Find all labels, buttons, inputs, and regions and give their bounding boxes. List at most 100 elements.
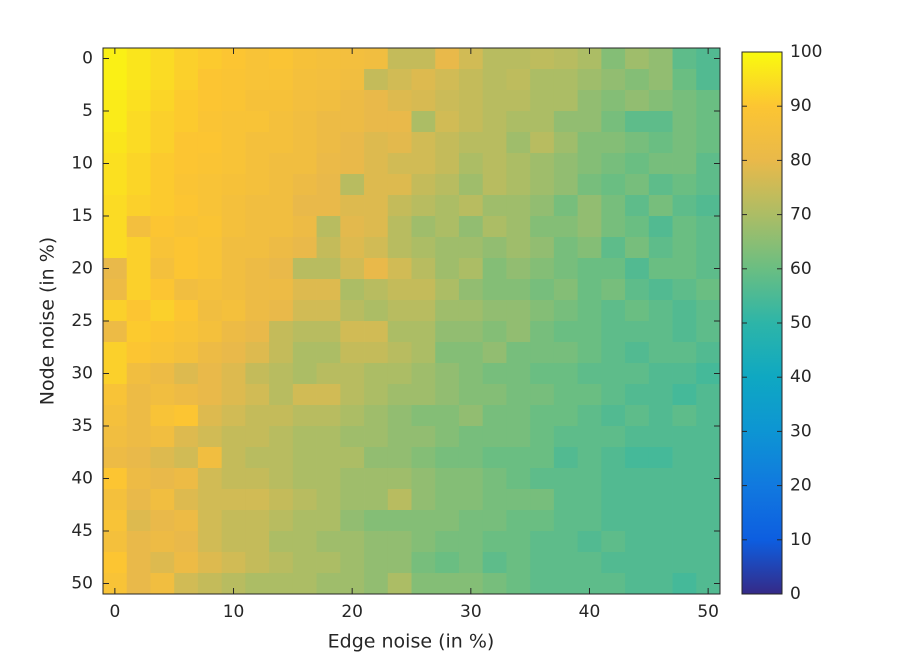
heatmap-cell [150,552,175,574]
heatmap-cell [435,279,460,301]
heatmap-cell [553,447,579,469]
heatmap-cell [316,447,341,469]
heatmap-cell [482,321,507,343]
heatmap-cell [340,468,365,490]
heatmap-cell [553,216,579,238]
heatmap-cell [245,552,270,574]
heatmap-cell [411,69,436,91]
heatmap-cell [221,405,246,427]
heatmap-cell [150,90,175,112]
heatmap-cell [197,405,223,427]
heatmap-cell [696,195,721,217]
heatmap-cell [458,195,484,217]
heatmap-cell [150,405,175,427]
y-tick-label: 5 [82,101,93,121]
heatmap-cell [553,90,579,112]
heatmap-cell [340,342,365,364]
heatmap-cell [601,300,626,322]
heatmap-cell [316,132,341,154]
heatmap-cell [530,132,555,154]
heatmap-cell [340,573,365,595]
heatmap-cell [340,48,365,70]
heatmap-cell [577,510,602,532]
heatmap-cell [435,300,460,322]
heatmap-cell [292,90,317,112]
heatmap-cell [672,111,697,133]
heatmap-cell [245,531,270,553]
heatmap-cell [174,111,199,133]
heatmap-cell [340,552,365,574]
heatmap-cell [648,300,673,322]
heatmap-cell [648,447,673,469]
heatmap-cell [174,573,199,595]
heatmap-cell [126,384,151,406]
heatmap-cell [577,237,602,259]
heatmap-cell [316,384,341,406]
heatmap-cell [625,405,650,427]
heatmap-cell [364,468,389,490]
heatmap-cell [150,279,175,301]
heatmap-cell [316,321,341,343]
heatmap-cell [648,279,673,301]
heatmap-cell [458,552,484,574]
x-tick-label: 30 [460,602,482,622]
heatmap-cell [387,258,412,280]
heatmap-cell [103,489,128,511]
colorbar-tick-label: 90 [790,96,812,116]
heatmap-cell [340,216,365,238]
heatmap-cell [245,321,270,343]
heatmap-cell [103,510,128,532]
heatmap-cell [577,132,602,154]
y-tick-label: 50 [71,574,93,594]
heatmap-cell [506,300,531,322]
heatmap-cell [506,426,531,448]
heatmap-cell [411,90,436,112]
heatmap-cell [316,111,341,133]
heatmap-cell [174,321,199,343]
heatmap-cell [648,531,673,553]
heatmap-cell [411,342,436,364]
heatmap-cell [625,174,650,196]
heatmap-cell [174,510,199,532]
heatmap-cell [292,489,317,511]
heatmap-cell [387,48,412,70]
heatmap-cell [577,405,602,427]
heatmap-cell [150,48,175,70]
heatmap-cell [458,342,484,364]
heatmap-cell [269,69,294,91]
heatmap-cell [625,48,650,70]
heatmap-cell [458,69,484,91]
heatmap-cell [126,489,151,511]
colorbar-tick-label: 60 [790,259,812,279]
heatmap-cell [150,384,175,406]
heatmap-cell [387,510,412,532]
heatmap-cell [316,405,341,427]
heatmap-cell [292,426,317,448]
heatmap-cell [506,447,531,469]
heatmap-cell [696,510,721,532]
heatmap-cell [269,300,294,322]
heatmap-cell [530,426,555,448]
heatmap-cell [506,237,531,259]
heatmap-cell [482,153,507,175]
heatmap-cell [387,384,412,406]
heatmap-cell [292,216,317,238]
heatmap-cell [458,258,484,280]
heatmap-cell [126,531,151,553]
heatmap-cell [387,489,412,511]
heatmap-cell [458,447,484,469]
heatmap-cell [530,342,555,364]
heatmap-cell [577,447,602,469]
heatmap-cell [601,111,626,133]
heatmap-cell [103,258,128,280]
heatmap-cell [672,363,697,385]
heatmap-cell [482,279,507,301]
colorbar-tick-label: 20 [790,476,812,496]
heatmap-cell [553,174,579,196]
heatmap-cell [269,426,294,448]
heatmap-cell [672,489,697,511]
heatmap-cell [411,279,436,301]
y-tick-label: 40 [71,469,93,489]
heatmap-cell [530,69,555,91]
heatmap-cell [458,510,484,532]
